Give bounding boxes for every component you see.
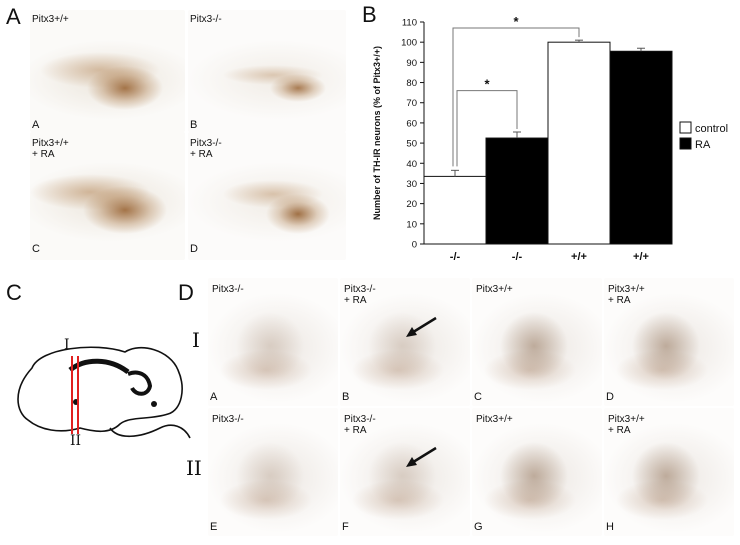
y-tick-label: 100 bbox=[401, 38, 417, 49]
corner-letter: D bbox=[606, 391, 614, 403]
y-tick-label: 110 bbox=[402, 18, 417, 29]
panel-a-letter: A bbox=[6, 4, 21, 29]
section-label-i: I bbox=[64, 337, 70, 353]
section-micrograph bbox=[208, 408, 338, 536]
legend-label: control bbox=[695, 123, 728, 135]
corner-letter: C bbox=[32, 243, 40, 255]
significance-star: * bbox=[513, 14, 519, 29]
y-tick-label: 10 bbox=[406, 219, 417, 230]
section-micrograph bbox=[340, 278, 470, 406]
cell-label: Pitx3-/- bbox=[190, 14, 222, 25]
section-micrograph bbox=[472, 278, 602, 406]
y-tick-label: 30 bbox=[406, 179, 417, 190]
section-micrograph bbox=[472, 408, 602, 536]
panel-d-grid: Pitx3-/- A Pitx3-/- + RA B Pitx3+/+ C Pitx3+/+… bbox=[208, 278, 740, 540]
y-tick-label: 90 bbox=[406, 58, 417, 69]
legend-label: RA bbox=[695, 139, 711, 151]
significance-bracket bbox=[452, 27, 580, 167]
brain-stem bbox=[109, 424, 191, 439]
cerebellum bbox=[127, 370, 153, 396]
corner-letter: H bbox=[606, 521, 614, 533]
corner-letter: G bbox=[474, 521, 483, 533]
micrograph-knockout bbox=[188, 10, 346, 132]
y-tick-label: 60 bbox=[406, 118, 417, 129]
legend-swatch bbox=[679, 137, 692, 150]
bar-chart: 0 10 20 30 40 50 60 70 80 90 100 110 Number of TH-IR… bbox=[372, 14, 728, 263]
cell-label: Pitx3-/- + RA bbox=[344, 284, 376, 306]
section-micrograph bbox=[604, 278, 734, 406]
brain-outline bbox=[17, 346, 183, 433]
brain-sagittal-diagram bbox=[17, 346, 191, 439]
y-tick-label: 70 bbox=[406, 98, 417, 109]
panel-d-letter: D bbox=[178, 280, 194, 305]
significance-star: * bbox=[484, 77, 490, 92]
corner-letter: D bbox=[190, 243, 198, 255]
corpus-callosum bbox=[68, 358, 130, 375]
y-tick-label: 50 bbox=[406, 139, 417, 150]
corner-letter: B bbox=[342, 391, 350, 403]
bar bbox=[485, 137, 549, 245]
section-micrograph bbox=[208, 278, 338, 406]
cell-label: Pitx3+/+ bbox=[32, 14, 69, 25]
cell-label: Pitx3+/+ + RA bbox=[608, 414, 645, 436]
x-tick-label: +/+ bbox=[633, 251, 649, 263]
cell-label: Pitx3-/- + RA bbox=[190, 138, 222, 160]
row-label-ii: II bbox=[186, 456, 202, 480]
corner-letter: F bbox=[342, 521, 349, 533]
panel-c-letter: C bbox=[6, 280, 22, 305]
significance-bracket bbox=[456, 90, 518, 167]
cell-label: Pitx3-/- + RA bbox=[344, 414, 376, 436]
corner-letter: B bbox=[190, 119, 198, 131]
cell-label: Pitx3-/- bbox=[212, 414, 244, 425]
bar bbox=[547, 41, 611, 245]
y-axis-title: Number of TH-IR neurons (% of Pitx3+/+) bbox=[372, 46, 382, 220]
micrograph-knockout-ra bbox=[188, 132, 346, 260]
bar bbox=[609, 50, 673, 245]
micrograph-wildtype-ra bbox=[30, 132, 185, 260]
row-label-i: I bbox=[192, 328, 200, 352]
section-micrograph bbox=[340, 408, 470, 536]
corner-letter: A bbox=[32, 119, 40, 131]
x-tick-label: +/+ bbox=[571, 251, 587, 263]
arrow-icon bbox=[406, 446, 437, 467]
bar bbox=[423, 175, 487, 245]
cell-label: Pitx3-/- bbox=[212, 284, 244, 295]
y-tick-label: 80 bbox=[406, 78, 417, 89]
corner-letter: A bbox=[210, 391, 218, 403]
micrograph-wildtype bbox=[30, 10, 185, 132]
cell-label: Pitx3+/+ + RA bbox=[608, 284, 645, 306]
cell-label: Pitx3+/+ bbox=[476, 414, 513, 425]
legend-swatch bbox=[679, 121, 692, 134]
cerebellum-mark bbox=[151, 401, 157, 407]
cell-label: Pitx3+/+ + RA bbox=[32, 138, 69, 160]
cell-label: Pitx3+/+ bbox=[476, 284, 513, 295]
panel-b-letter: B bbox=[362, 2, 377, 27]
panel-a-grid: Pitx3+/+ Pitx3-/- Pitx3+/+ + RA Pitx3-/-… bbox=[30, 10, 348, 260]
section-micrograph bbox=[604, 408, 734, 536]
y-tick-label: 0 bbox=[412, 240, 417, 251]
y-tick-label: 20 bbox=[406, 199, 417, 210]
section-label-ii: II bbox=[70, 433, 82, 449]
x-tick-label: -/- bbox=[512, 251, 523, 263]
y-tick-label: 40 bbox=[406, 159, 417, 170]
corner-letter: C bbox=[474, 391, 482, 403]
x-tick-label: -/- bbox=[450, 251, 461, 263]
arrow-icon bbox=[406, 316, 437, 337]
corner-letter: E bbox=[210, 521, 218, 533]
